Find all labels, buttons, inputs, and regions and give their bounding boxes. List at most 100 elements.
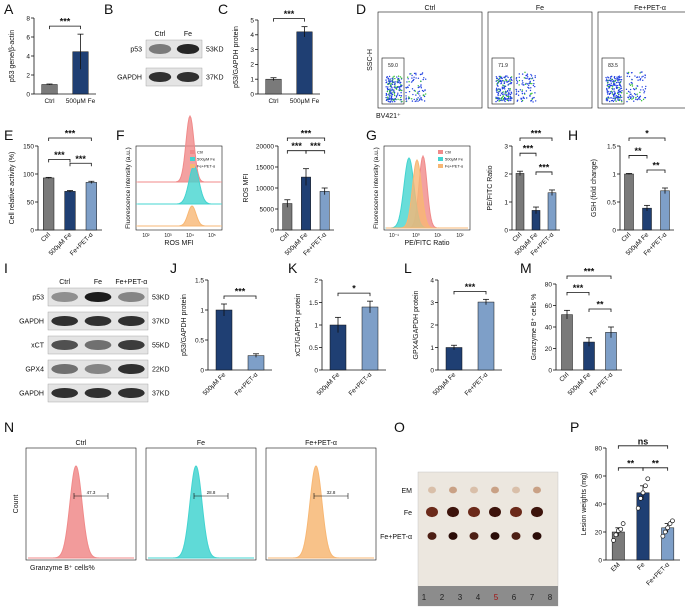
event-dot (639, 78, 642, 80)
event-dot (387, 86, 389, 88)
event-dot (633, 88, 636, 91)
event-dot (503, 86, 506, 89)
event-dot (640, 89, 642, 91)
histogram-curve (28, 465, 134, 559)
data-point (620, 521, 626, 526)
y-tick-label: 10000 (256, 185, 274, 192)
y-axis-label: p53/GAPDH protein (233, 26, 240, 88)
bar (515, 173, 525, 231)
event-dot (636, 76, 639, 78)
x-tick-label: EM (610, 561, 622, 573)
event-dot (529, 94, 531, 97)
tissue-sample (533, 486, 541, 494)
panel-letter-m: M (520, 260, 532, 276)
event-dot (639, 98, 641, 101)
event-dot (613, 75, 616, 78)
event-dot (637, 79, 639, 81)
histogram-curve (148, 465, 254, 559)
y-tick-label: 2 (504, 171, 508, 178)
event-dot (411, 88, 414, 90)
significance-label: *** (291, 141, 302, 151)
event-dot (618, 78, 621, 81)
bar (319, 191, 330, 231)
blot-i: Ctrl Fe Fe+PET-α p53 53KD GAPDH 37KD xCT 55KD GPX… (19, 279, 170, 403)
panel-letter-e: E (4, 127, 13, 143)
event-dot (393, 91, 396, 94)
event-dot (525, 74, 527, 77)
event-dot (409, 73, 411, 75)
event-dot (401, 100, 403, 103)
event-dot (390, 84, 392, 87)
y-tick-label: 0 (598, 557, 602, 564)
blot-band (148, 71, 172, 83)
y-tick-label: 60 (545, 303, 553, 310)
chart-l: 0 1 2 3 4 GPX4/GAPDH protein 500μM Fe Fe+PET-α *… (413, 277, 502, 397)
event-dot (507, 76, 509, 79)
event-dot (625, 88, 628, 91)
ruler-number: 5 (494, 593, 499, 602)
protein-label: GAPDH (117, 75, 142, 82)
y-tick-label: 1 (612, 171, 616, 178)
tissue-sample (490, 532, 500, 540)
event-dot (526, 83, 529, 85)
facet-title: Ctrl (76, 440, 87, 447)
x-axis-label: ROS MFI (164, 240, 193, 247)
bar (85, 182, 97, 231)
panel-letter-k: K (288, 260, 298, 276)
y-tick-label: 40 (545, 324, 553, 331)
significance-bracket (49, 25, 81, 30)
event-dot (420, 85, 422, 87)
event-dot (626, 75, 628, 77)
event-dot (522, 97, 525, 99)
event-dot (400, 89, 403, 92)
event-dot (390, 97, 393, 99)
event-dot (534, 100, 537, 102)
event-dot (643, 90, 646, 92)
event-dot (501, 99, 503, 102)
event-dot (423, 77, 425, 79)
data-point (670, 518, 675, 524)
event-dot (417, 97, 419, 99)
significance-label: *** (573, 283, 584, 293)
event-dot (495, 88, 498, 91)
event-dot (424, 89, 426, 91)
event-dot (633, 100, 635, 102)
y-tick-label: 5000 (260, 206, 275, 213)
event-dot (500, 92, 503, 95)
event-dot (618, 99, 621, 102)
event-dot (526, 76, 529, 78)
x-tick-label: 10³ (164, 233, 172, 239)
event-dot (406, 81, 408, 83)
panel-letter-l: L (404, 260, 412, 276)
significance-label: *** (54, 150, 65, 160)
significance-label: *** (310, 141, 321, 151)
tissue-sample (511, 532, 521, 540)
tissue-sample (426, 506, 438, 518)
event-dot (397, 81, 399, 84)
chart-c: 0 1 2 3 4 5 p53/GAPDH protein Ctrl 500μM Fe *** (233, 9, 320, 105)
event-dot (606, 91, 609, 93)
event-dot (509, 93, 512, 96)
significance-label: *** (301, 129, 312, 139)
event-dot (394, 77, 396, 80)
blot-band (148, 43, 172, 55)
event-dot (525, 97, 528, 99)
event-dot (521, 83, 523, 85)
panel-letter-p: P (570, 419, 579, 435)
event-dot (504, 100, 506, 103)
event-dot (509, 79, 511, 81)
y-axis-label: ROS MFI (243, 173, 250, 202)
event-dot (612, 100, 615, 103)
protein-label: p53 (32, 295, 44, 302)
event-dot (606, 90, 608, 92)
event-dot (421, 72, 424, 74)
event-dot (505, 93, 507, 96)
plot-frame (135, 145, 223, 231)
significance-bracket (566, 291, 590, 296)
bar (361, 306, 379, 371)
significance-bracket (628, 155, 648, 159)
blot-band (117, 363, 145, 375)
event-dot (413, 72, 416, 75)
y-tick-label: 20 (545, 346, 553, 353)
event-dot (628, 83, 631, 85)
